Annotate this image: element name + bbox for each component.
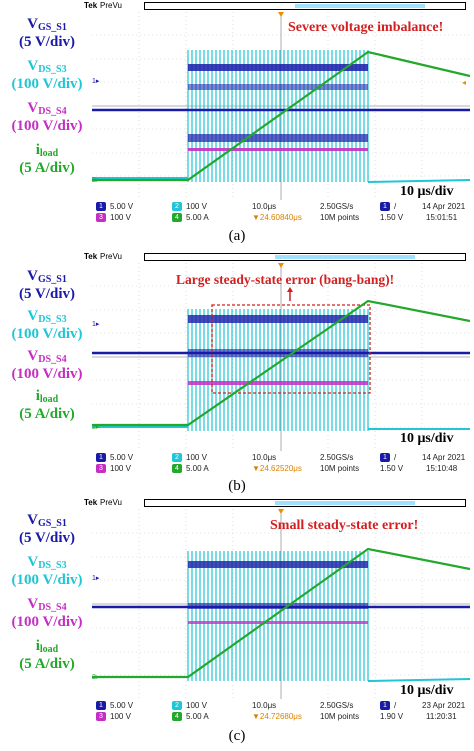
prevu-label: PreVu [100,498,122,507]
label-vds-s4: VDS_S4 (100 V/div) [11,596,83,630]
label-vds-s3: VDS_S3 (100 V/div) [11,58,83,92]
prevu-label: PreVu [100,252,122,261]
caption-b: (b) [228,478,246,494]
label-iload: iload (5 A/div) [19,638,75,672]
svg-text:◂: ◂ [462,78,466,87]
status-bar-b: 1 5.00 V 3 100 V 2 100 V 4 5.00 A 10.0μs ▼24… [92,451,470,477]
status-bar-a: 1 5.00 V 3 100 V 2 100 V 4 5.00 A 10.0μs ▼24… [92,200,470,226]
label-vds-s4: VDS_S4 (100 V/div) [11,348,83,382]
annotation-a: Severe voltage imbalance! [288,20,444,35]
caption-c: (c) [228,728,246,744]
svg-text:2▸: 2▸ [92,424,100,431]
svg-text:2▸: 2▸ [92,674,100,681]
annotation-b: Large steady-state error (bang-bang)! [176,272,395,287]
svg-text:1▸: 1▸ [92,575,100,582]
label-vds-s4: VDS_S4 (100 V/div) [11,100,83,134]
label-vds-s3: VDS_S3 (100 V/div) [11,308,83,342]
label-vgs-s1: VGS_S1 (5 V/div) [19,512,75,546]
scope-header: Tek PreVu [84,497,469,509]
waveform-plot: 1▸ 2▸ [92,263,470,451]
label-vds-s3: VDS_S3 (100 V/div) [11,554,83,588]
panel-a: Tek PreVu VGS_S1 (5 V/div) VDS_S3 (100 V/d… [0,0,474,248]
label-vgs-s1: VGS_S1 (5 V/div) [19,268,75,302]
caption-a: (a) [228,228,246,244]
svg-text:1▸: 1▸ [92,78,100,85]
scope-screen[interactable]: 1▸ 2▸ Small steady-state error! 10 μs/di… [92,509,470,699]
timescale-b: 10 μs/div [398,431,456,447]
tek-logo: Tek [84,1,98,10]
label-iload: iload (5 A/div) [19,388,75,422]
timescale-c: 10 μs/div [398,683,456,699]
timescale-a: 10 μs/div [398,184,456,200]
annotation-c: Small steady-state error! [270,518,419,533]
status-bar-c: 1 5.00 V 3 100 V 2 100 V 4 5.00 A 10.0μs ▼24… [92,699,470,725]
record-bar[interactable] [144,499,466,507]
tek-logo: Tek [84,252,98,261]
scope-header: Tek PreVu [84,0,469,12]
waveform-plot: 1▸ 2▸ ◂ [92,12,470,200]
svg-text:2▸: 2▸ [92,177,100,184]
tek-logo: Tek [84,498,98,507]
label-iload: iload (5 A/div) [19,142,75,176]
panel-c: Tek PreVu VGS_S1 (5 V/div) VDS_S3 (100 V/d… [0,496,474,751]
record-bar[interactable] [144,2,466,10]
record-bar[interactable] [144,253,466,261]
scope-header: Tek PreVu [84,251,469,263]
svg-text:1▸: 1▸ [92,321,100,328]
prevu-label: PreVu [100,1,122,10]
scope-screen[interactable]: 1▸ 2▸ ◂ Severe voltage imbalance! 10 μs/… [92,12,470,200]
panel-b: Tek PreVu VGS_S1 (5 V/div) VDS_S3 (100 V/d… [0,248,474,496]
waveform-plot: 1▸ 2▸ [92,509,470,699]
label-vgs-s1: VGS_S1 (5 V/div) [19,16,75,50]
scope-screen[interactable]: 1▸ 2▸ Large steady-state error (bang-ban… [92,263,470,451]
